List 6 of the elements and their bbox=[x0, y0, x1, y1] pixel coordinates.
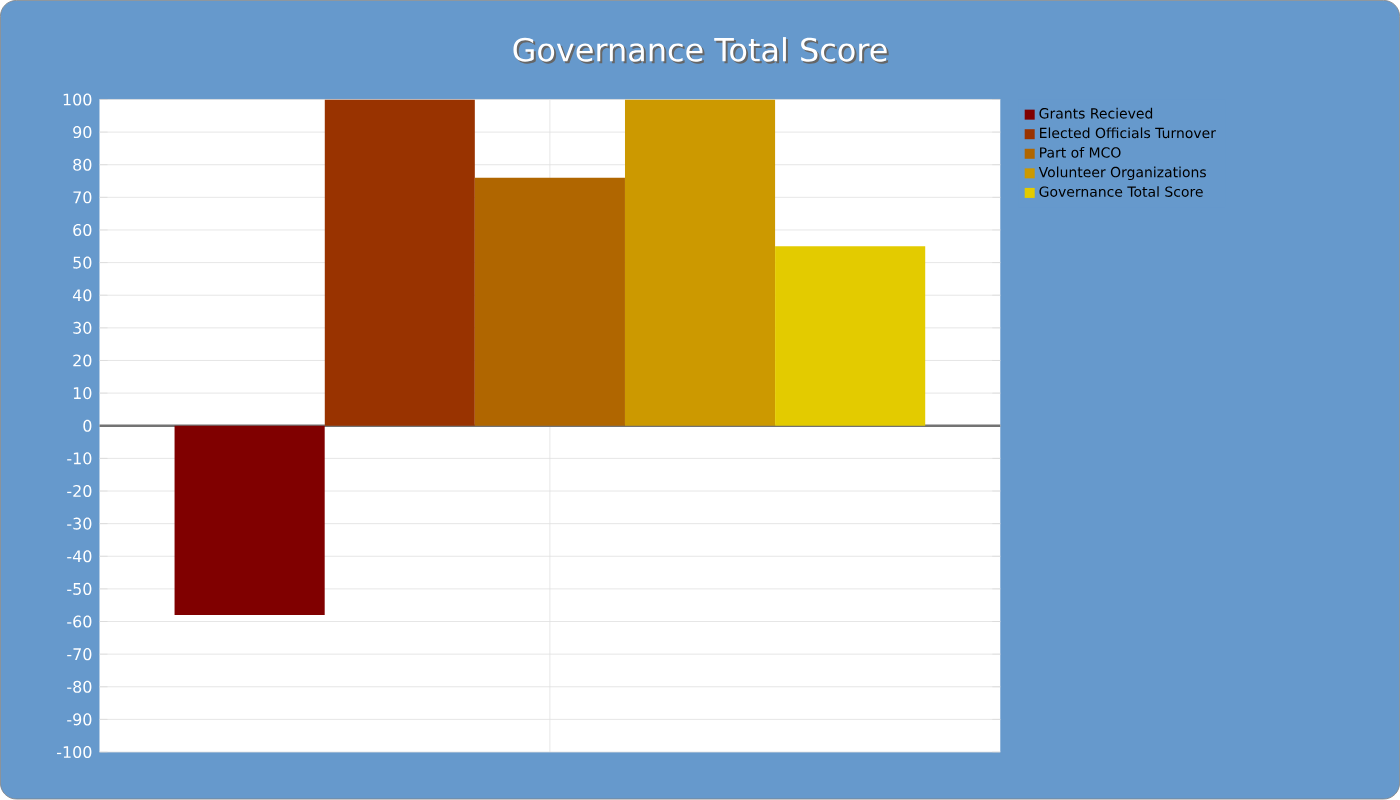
chart-title: Governance Total Score bbox=[515, 39, 889, 65]
bar bbox=[624, 99, 776, 426]
bar bbox=[324, 99, 475, 426]
bar bbox=[775, 246, 926, 426]
bar bbox=[174, 425, 325, 616]
bar bbox=[474, 178, 625, 426]
